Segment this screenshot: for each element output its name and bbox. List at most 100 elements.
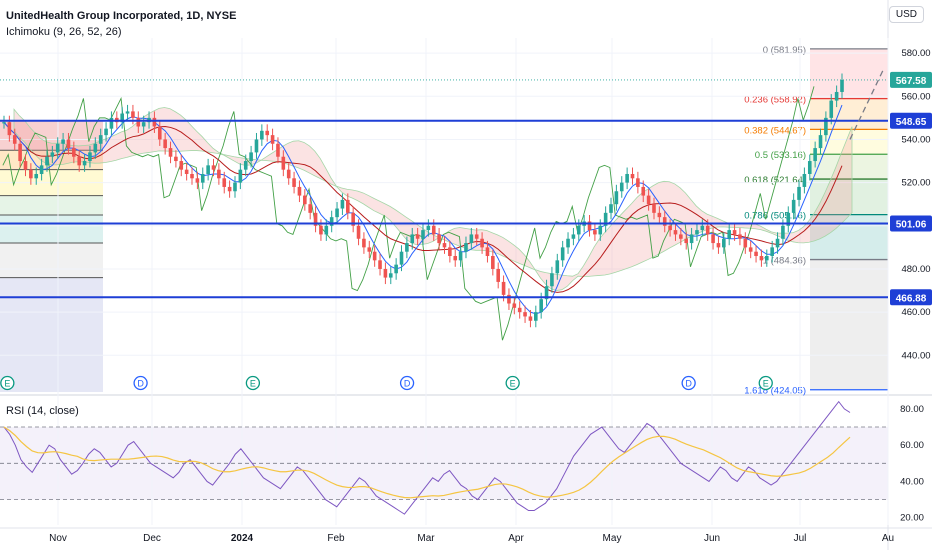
event-marker-label: D	[685, 379, 692, 389]
price-tick-label: 440.00	[901, 350, 930, 361]
candle-body	[378, 260, 382, 269]
candle-body	[464, 243, 468, 252]
candle-body	[668, 225, 672, 231]
candle-body	[732, 230, 737, 235]
candle-body	[45, 156, 49, 166]
rsi-tick-label: 80.00	[900, 404, 924, 415]
symbol-title[interactable]: UnitedHealth Group Incorporated, 1D, NYS…	[6, 10, 237, 22]
candle-body	[394, 264, 398, 274]
candle-body	[206, 165, 210, 174]
candle-body	[491, 256, 495, 269]
candle-body	[200, 173, 205, 183]
price-tick-label: 560.00	[901, 91, 930, 102]
time-tick-label: Apr	[508, 533, 524, 544]
candle-body	[716, 243, 721, 248]
candle-body	[550, 273, 554, 287]
candle-body	[614, 191, 619, 205]
candle-body	[512, 303, 517, 308]
candle-body	[125, 111, 130, 114]
candle-body	[141, 122, 146, 127]
candle-body	[34, 173, 39, 179]
candle-body	[458, 251, 463, 261]
candle-body	[764, 256, 769, 261]
price-axis-badge	[890, 289, 932, 306]
candle-body	[679, 234, 683, 239]
candle-body	[555, 260, 560, 274]
candle-body	[313, 212, 318, 226]
fib-zone-right	[810, 98, 888, 130]
candle-body	[265, 130, 270, 136]
rsi-label[interactable]: RSI (14, close)	[6, 405, 79, 417]
candle-body	[781, 225, 785, 239]
candle-body	[351, 212, 355, 226]
candle-body	[254, 139, 259, 153]
candle-body	[367, 247, 372, 252]
candle-body	[759, 256, 764, 261]
candle-body	[501, 281, 506, 295]
candle-body	[77, 156, 82, 166]
candle-body	[695, 230, 699, 235]
event-marker-label: E	[510, 379, 516, 389]
candle-body	[480, 238, 484, 248]
candle-body	[7, 122, 12, 136]
candle-body	[61, 139, 65, 144]
candle-body	[802, 173, 807, 187]
time-tick-label: 2024	[231, 533, 254, 544]
price-axis-badge-text: 466.88	[896, 293, 927, 304]
time-tick-label: Au	[882, 533, 894, 544]
candle-body	[824, 117, 828, 136]
candle-body	[571, 234, 576, 239]
candle-body	[2, 122, 6, 124]
candle-body	[544, 286, 549, 300]
candle-body	[260, 130, 264, 140]
price-axis-badge-text: 548.65	[896, 117, 927, 128]
event-marker-label: E	[4, 379, 10, 389]
price-tick-label: 540.00	[901, 134, 930, 145]
candle-body	[297, 186, 302, 196]
currency-button[interactable]: USD	[888, 6, 924, 23]
candle-body	[496, 268, 501, 282]
event-marker	[245, 375, 261, 391]
candle-body	[415, 234, 420, 239]
event-marker	[681, 375, 696, 391]
fib-level-label: 0.618 (521.64)	[744, 175, 806, 186]
rsi-tick-label: 40.00	[900, 476, 924, 487]
ichimoku-cloud	[13, 107, 853, 291]
candle-body	[356, 225, 361, 239]
candle-body	[345, 199, 350, 213]
candle-body	[722, 238, 726, 248]
candle-body	[195, 178, 200, 183]
candle-body	[157, 126, 162, 140]
candle-body	[700, 225, 705, 231]
fib-level-label: 0.786 (505.16)	[744, 211, 806, 222]
candle-body	[770, 247, 774, 257]
candle-body	[431, 225, 436, 235]
candle-body	[743, 238, 748, 248]
candle-body	[727, 230, 731, 239]
time-tick-label: Nov	[49, 533, 67, 544]
price-axis-badge-text: 501.06	[896, 220, 927, 231]
price-tick-label: 580.00	[901, 48, 930, 59]
candle-body	[174, 156, 178, 162]
candle-body	[437, 234, 441, 244]
candle-body	[233, 182, 237, 192]
indicator-label[interactable]: Ichimoku (9, 26, 52, 26)	[6, 26, 122, 38]
time-tick-label: Mar	[417, 533, 435, 544]
base-line	[3, 121, 843, 293]
candle-body	[98, 135, 103, 144]
candle-body	[528, 316, 533, 321]
candle-body	[372, 251, 377, 261]
candle-body	[662, 217, 667, 226]
candle-body	[469, 234, 474, 244]
event-marker	[133, 375, 148, 391]
candle-body	[12, 135, 17, 144]
candle-body	[303, 195, 307, 205]
candle-body	[807, 161, 812, 174]
time-tick-label: Jun	[704, 533, 720, 544]
candle-body	[474, 234, 479, 239]
candle-body	[442, 243, 447, 248]
candle-body	[619, 182, 624, 192]
time-tick-label: May	[603, 533, 622, 544]
candle-body	[426, 225, 431, 231]
